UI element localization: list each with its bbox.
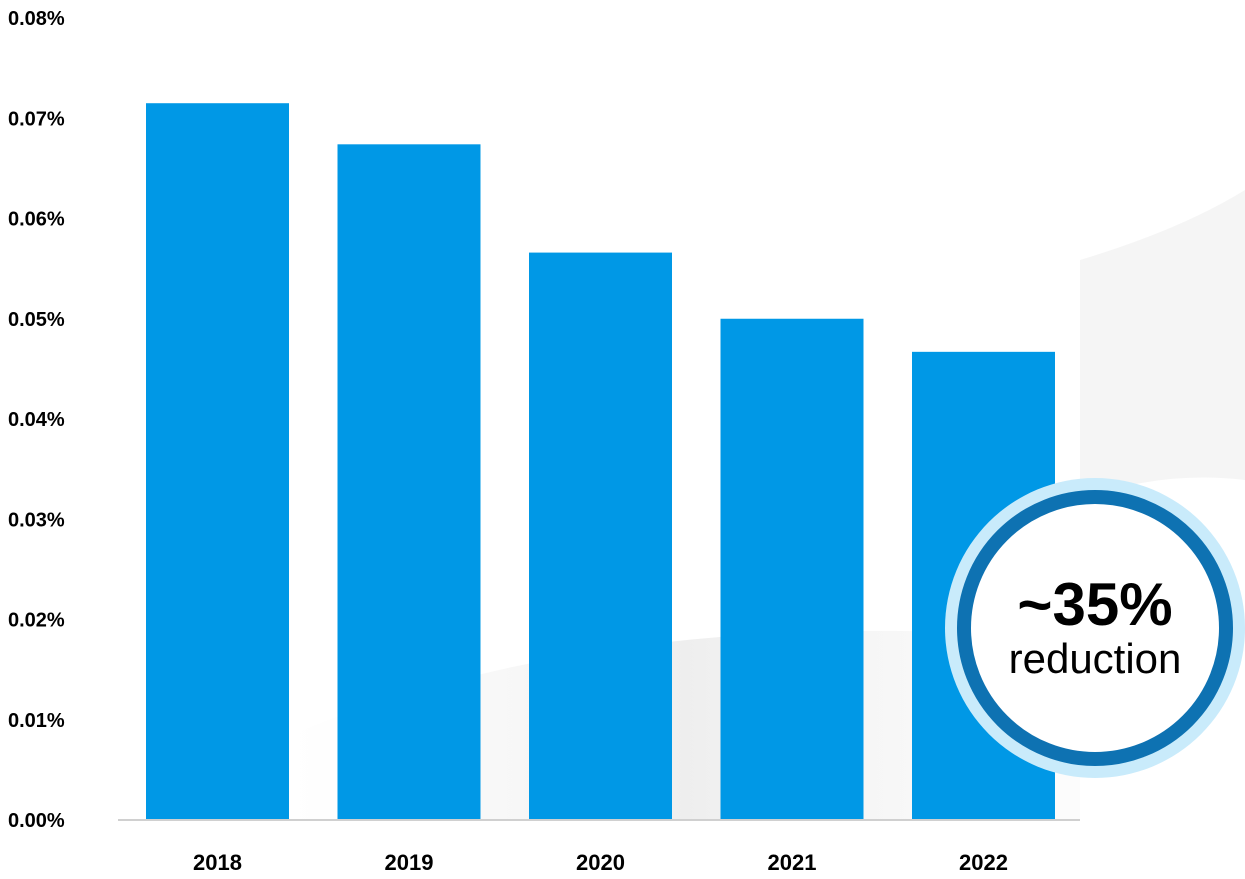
x-tick-label: 2018 [193,850,242,875]
x-tick-label: 2019 [385,850,434,875]
y-tick-label: 0.06% [8,209,65,231]
x-tick-label: 2021 [768,850,817,875]
bar-series [146,103,1055,820]
bar-2021 [720,318,864,820]
y-tick-label: 0.07% [8,108,65,130]
reduction-value: ~35% [1017,571,1173,638]
x-tick-label: 2022 [959,850,1008,875]
background-swoosh [290,190,1245,820]
y-tick-label: 0.03% [8,509,65,531]
bar-2018 [146,103,289,820]
y-tick-label: 0.08% [8,8,65,30]
x-axis: 2018 2019 2020 2021 2022 [193,850,1008,875]
bar-2019 [337,144,481,820]
bar-2020 [529,252,672,820]
y-tick-label: 0.05% [8,309,65,331]
y-axis: 0.00% 0.01% 0.02% 0.03% 0.04% 0.05% 0.06% 0.07%… [8,8,65,832]
y-tick-label: 0.02% [8,610,65,632]
reduction-badge: ~35% reduction [945,478,1245,778]
y-tick-label: 0.01% [8,710,65,732]
y-tick-label: 0.00% [8,810,65,832]
reduction-caption: reduction [1008,635,1182,682]
x-tick-label: 2020 [576,850,625,875]
y-tick-label: 0.04% [8,409,65,431]
reduction-badge-ring: ~35% reduction [957,490,1233,766]
